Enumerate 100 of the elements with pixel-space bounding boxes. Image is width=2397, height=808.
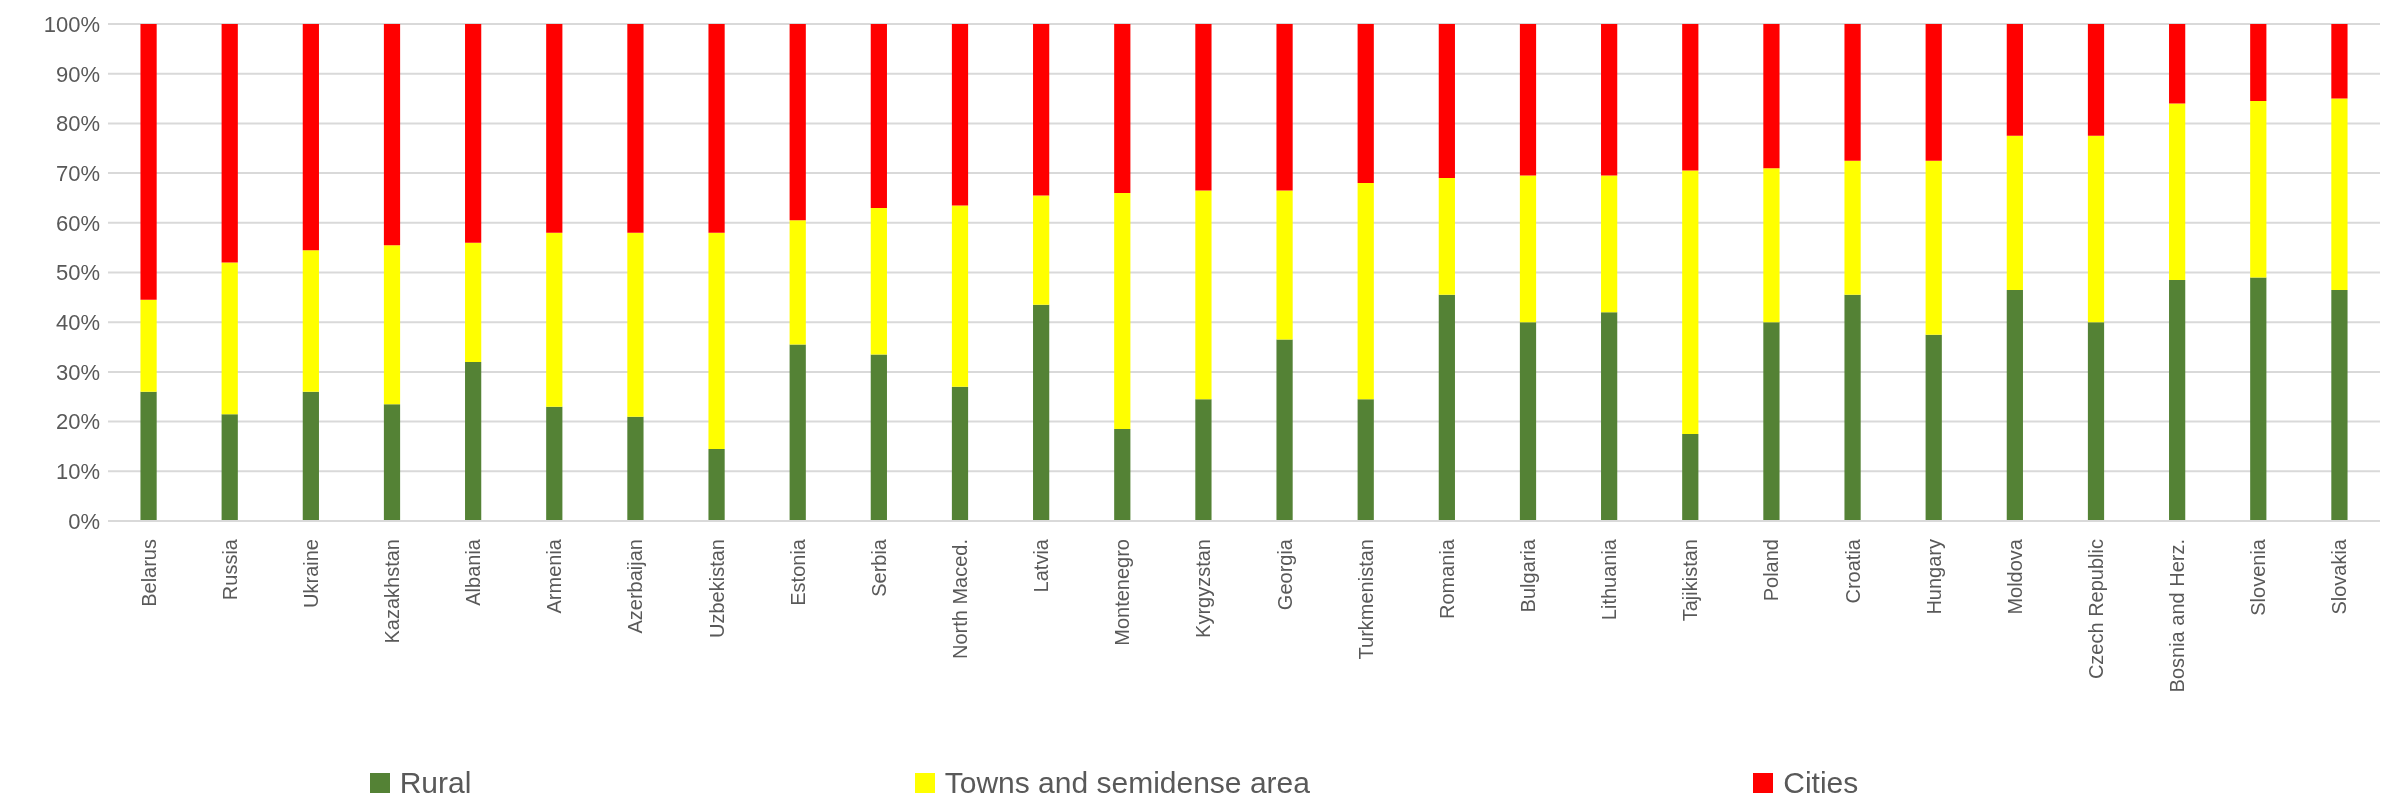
bar — [1601, 312, 1618, 521]
bar — [1357, 399, 1374, 521]
x-tick-label: Belarus — [137, 539, 160, 607]
bar — [1114, 24, 1131, 193]
x-tick-label: Ukraine — [299, 539, 322, 608]
bar — [546, 232, 563, 407]
bar — [708, 448, 725, 521]
bar — [1033, 304, 1050, 521]
x-tick-label: Slovenia — [2247, 538, 2270, 616]
x-tick-label: Bulgaria — [1517, 538, 1539, 613]
bar — [1763, 322, 1780, 521]
x-tick-label: Russia — [218, 538, 241, 601]
y-tick-label: 20% — [55, 409, 100, 435]
bar — [383, 24, 401, 246]
bar — [546, 24, 563, 233]
bar — [2006, 24, 2023, 136]
legend-label: Cities — [1783, 766, 1859, 800]
bar — [627, 232, 644, 417]
bar — [1844, 24, 1861, 161]
bar — [1195, 399, 1212, 521]
x-tick-label: Hungary — [1922, 539, 1945, 615]
bar — [1844, 160, 1861, 295]
bar — [789, 24, 806, 221]
bar — [1763, 24, 1780, 169]
x-tick-label: North Maced. — [949, 539, 971, 660]
y-tick-label: 80% — [55, 111, 100, 137]
bar — [383, 404, 401, 521]
bar — [2087, 24, 2105, 136]
bar — [2331, 289, 2348, 521]
bar — [1438, 294, 1455, 521]
bar — [1114, 192, 1131, 430]
x-tick-label: Moldova — [2003, 538, 2026, 615]
x-tick-label: Azerbaijan — [624, 539, 647, 634]
bar — [951, 24, 969, 206]
bar — [2087, 135, 2105, 323]
x-tick-label: Croatia — [1841, 538, 1864, 604]
bar — [1519, 24, 1537, 176]
x-tick-label: Estonia — [786, 538, 809, 606]
bar — [2169, 103, 2186, 280]
bar — [708, 24, 725, 233]
bar — [465, 361, 482, 521]
bar — [1682, 24, 1699, 171]
bar — [1438, 24, 1455, 179]
y-tick-label: 30% — [55, 359, 100, 385]
bar — [1114, 429, 1131, 521]
y-tick-label: 100% — [43, 11, 100, 37]
bar — [627, 416, 644, 521]
y-tick-label: 0% — [68, 508, 100, 534]
x-tick-label: Montenegro — [1111, 539, 1134, 646]
x-tick-label: Lithuania — [1598, 538, 1621, 621]
bar — [1601, 175, 1618, 313]
bar — [1763, 168, 1780, 323]
bar — [951, 386, 969, 521]
y-tick-label: 70% — [55, 160, 100, 186]
bar — [1682, 434, 1699, 521]
bar — [1033, 195, 1050, 305]
bar — [1925, 334, 1942, 521]
legend-label: Towns and semidense area — [944, 766, 1310, 800]
bar — [1276, 339, 1293, 521]
bar — [140, 24, 157, 300]
bar — [383, 245, 401, 405]
bar — [2331, 24, 2348, 99]
x-tick-label: Turkmenistan — [1354, 539, 1377, 660]
bar — [1357, 24, 1374, 184]
bar — [1357, 183, 1374, 400]
x-tick-label: Armenia — [543, 538, 566, 614]
bar — [870, 207, 887, 355]
bar — [221, 262, 238, 415]
x-tick-label: Albania — [462, 538, 485, 606]
bar — [2250, 24, 2267, 102]
bar — [140, 391, 157, 521]
x-tick-label: Czech Republic — [2085, 539, 2107, 680]
bar — [1276, 190, 1293, 340]
x-tick-label: Latvia — [1030, 538, 1053, 593]
bar — [789, 220, 806, 345]
y-tick-label: 90% — [55, 61, 100, 87]
legend-label: Rural — [399, 766, 472, 800]
y-tick-label: 50% — [55, 260, 100, 286]
bar — [2250, 101, 2267, 278]
bar — [1195, 24, 1212, 191]
bar — [2006, 135, 2023, 290]
bar — [708, 232, 725, 449]
bar — [546, 406, 563, 521]
bar — [1925, 24, 1942, 161]
y-tick-label: 10% — [55, 459, 100, 485]
y-tick-label: 40% — [55, 310, 100, 336]
bar — [1682, 170, 1699, 435]
x-tick-label: Romania — [1435, 538, 1458, 620]
x-tick-label: Georgia — [1273, 538, 1296, 611]
bar — [302, 24, 319, 251]
y-tick-label: 60% — [55, 210, 100, 236]
bar — [2169, 24, 2186, 104]
bar — [870, 24, 887, 208]
bar — [1033, 24, 1050, 196]
x-tick-label: Kyrgyzstan — [1192, 539, 1215, 638]
x-tick-label: Poland — [1760, 539, 1783, 602]
bar — [1844, 294, 1861, 521]
bar — [1195, 190, 1212, 400]
x-tick-label: Kazakhstan — [381, 539, 403, 644]
bar — [221, 414, 238, 521]
